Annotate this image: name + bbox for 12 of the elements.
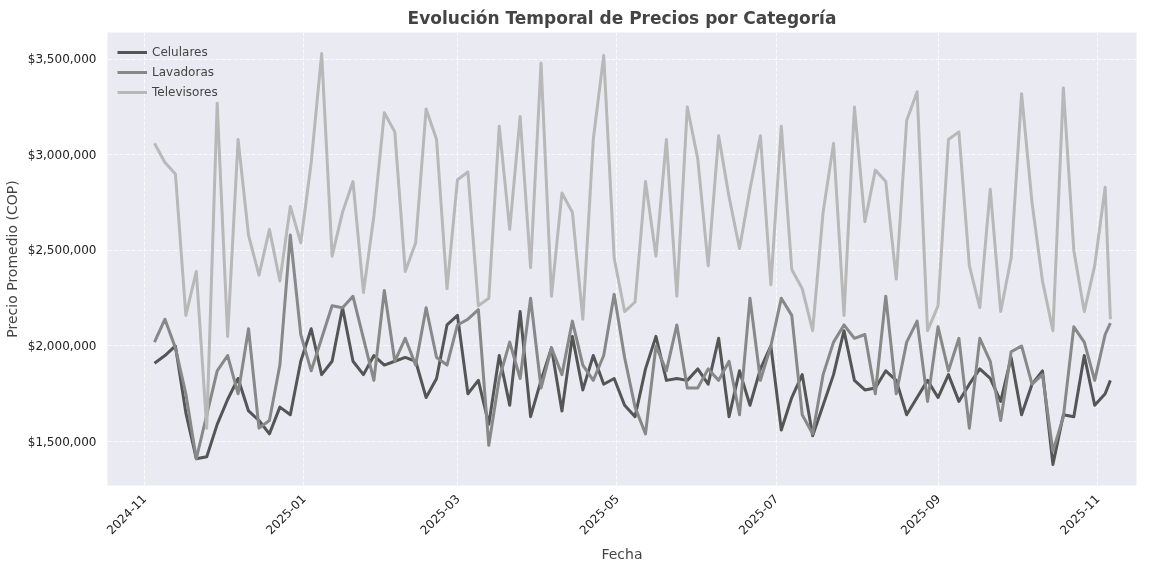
y-tick-label: $1,500,000 [27,434,97,449]
chart-title: Evolución Temporal de Precios por Categoría [407,7,837,28]
legend-label: Lavadoras [152,65,214,79]
legend-label: Televisores [152,85,218,99]
y-axis-title: Precio Promedio (COP) [3,180,20,338]
y-tick-label: $2,000,000 [27,338,97,353]
line-series [153,233,1112,461]
y-tick-label: $3,000,000 [27,147,97,162]
legend-label: Celulares [152,45,208,59]
y-tick-label: $2,500,000 [27,243,97,258]
x-axis-title: Fecha [601,546,643,563]
y-tick-label: $3,500,000 [27,52,97,67]
